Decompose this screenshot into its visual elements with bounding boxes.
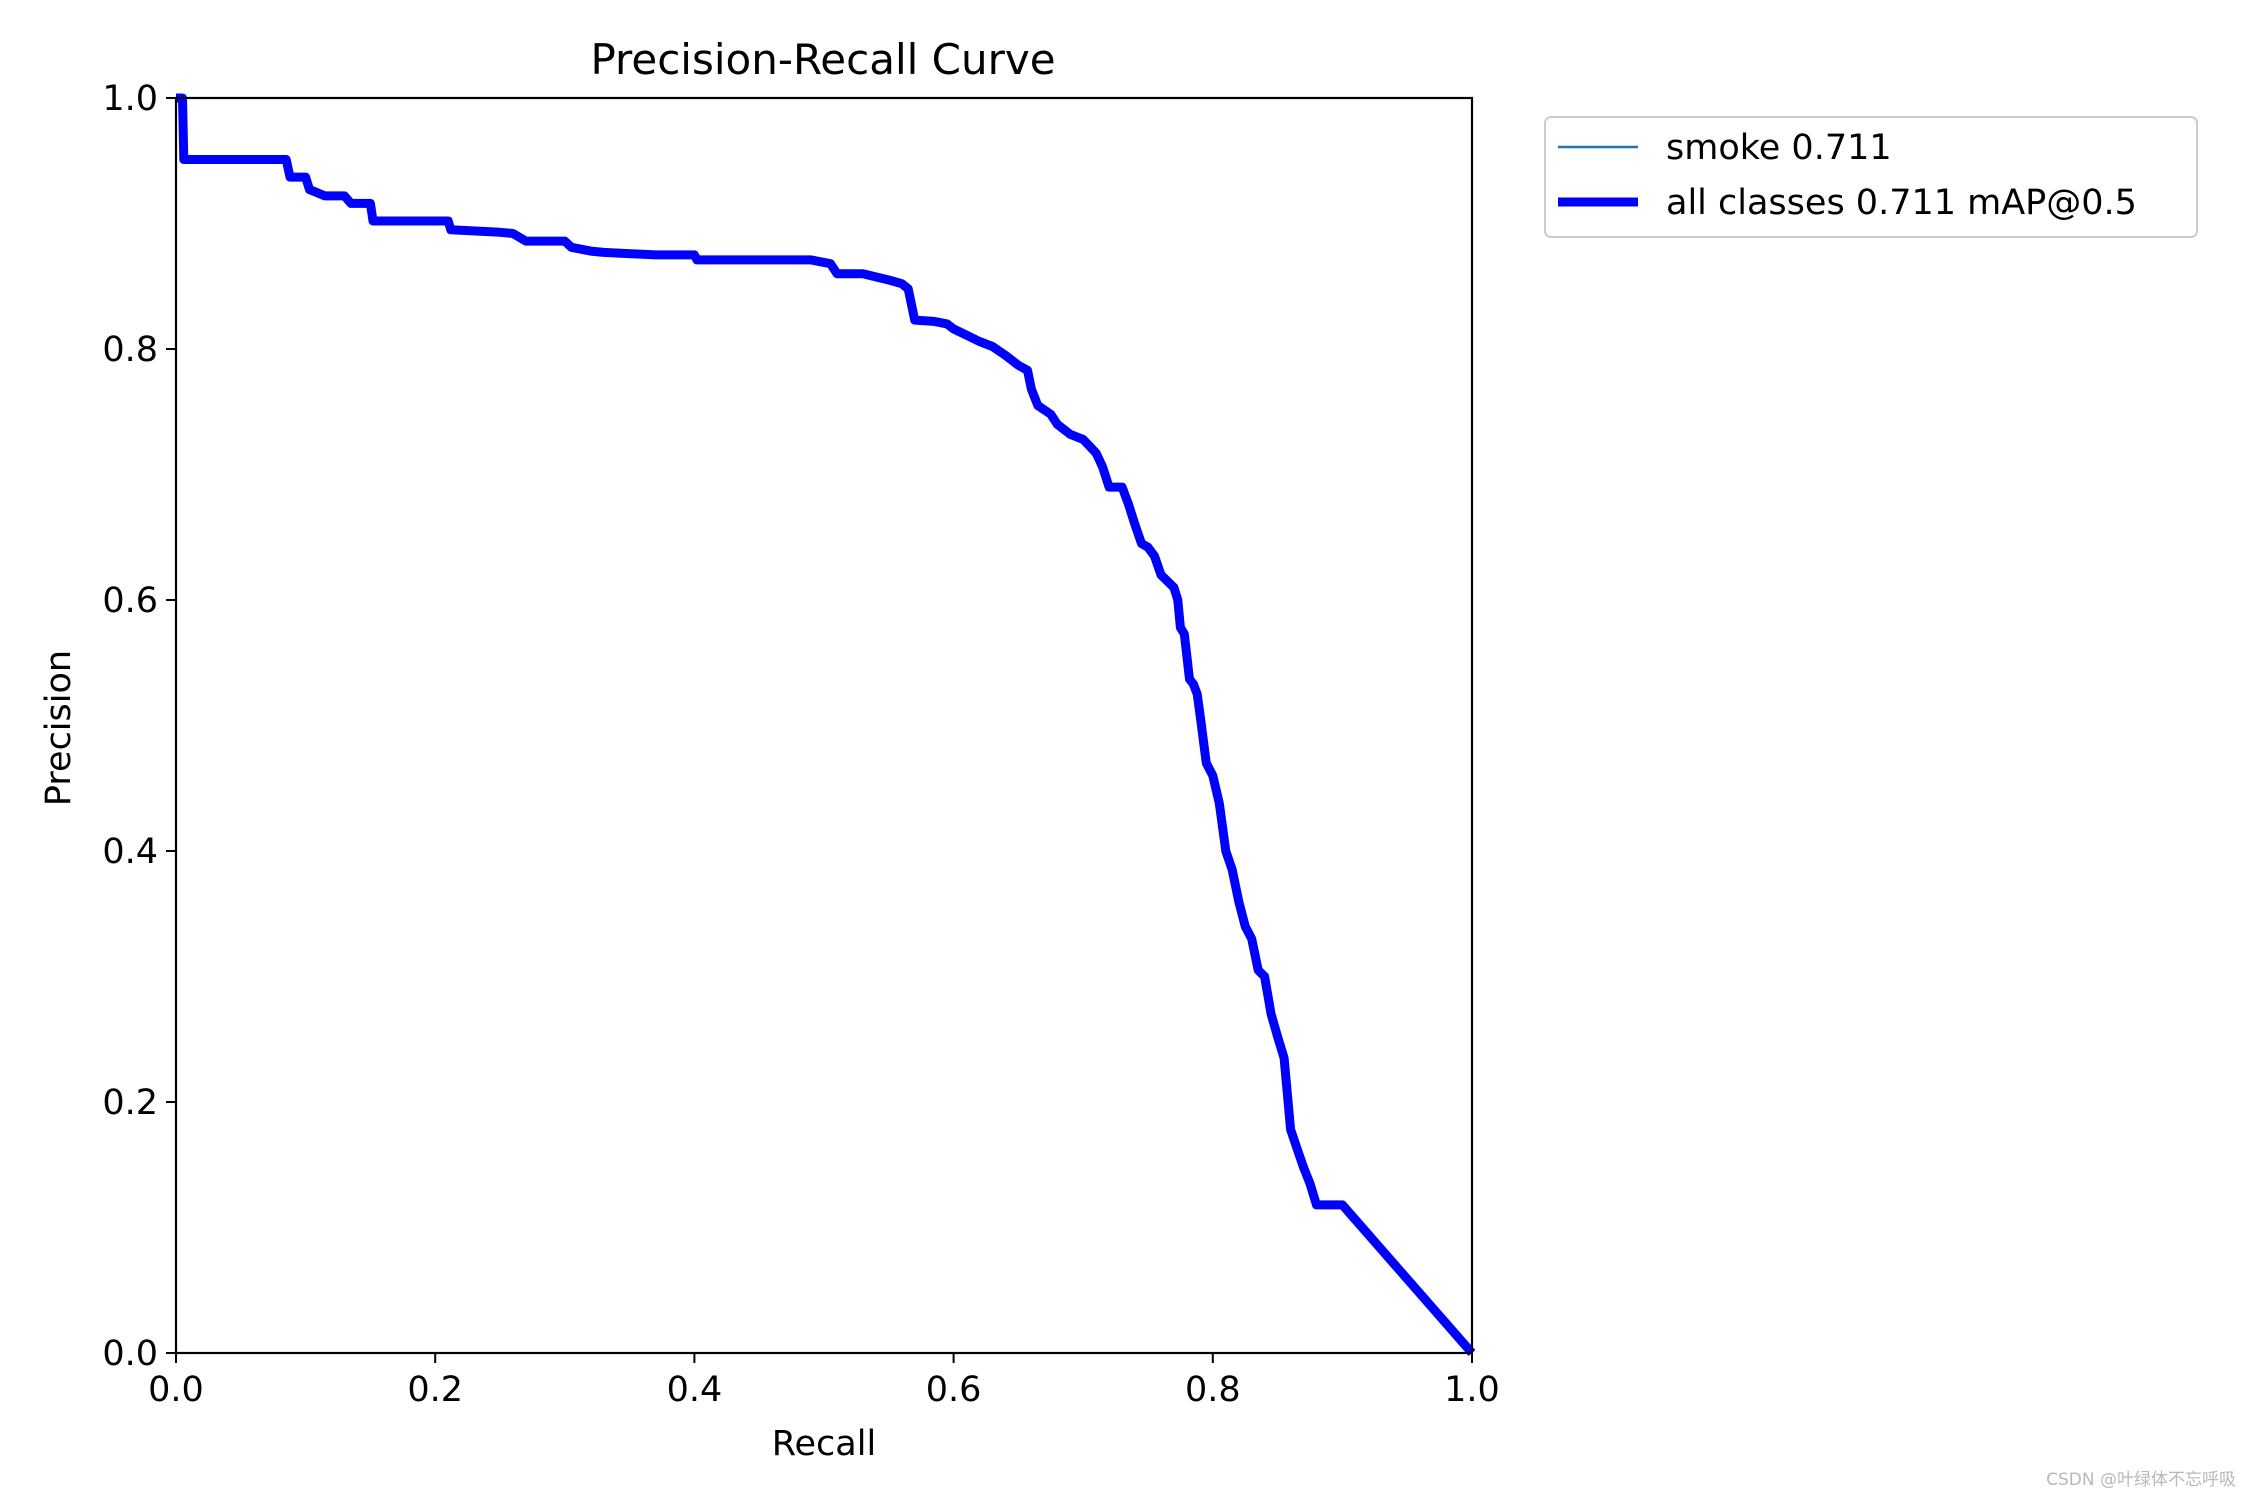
axis-ticks: 0.0 0.2 0.4 0.6 0.8 1.0 0.0 0.2 0.4 0.6 0.8 1.0	[102, 79, 1500, 1410]
x-tick-label: 0.4	[667, 1370, 723, 1410]
y-tick-label: 0.4	[102, 832, 158, 872]
legend: smoke 0.711 all classes 0.711 mAP@0.5	[1544, 116, 2198, 238]
plot-area	[176, 93, 1476, 1356]
y-tick-label: 0.0	[102, 1334, 158, 1374]
axes-frame	[174, 96, 1474, 1355]
legend-label-all-classes: all classes 0.711 mAP@0.5	[1666, 183, 2137, 223]
y-tick-label: 1.0	[102, 79, 158, 119]
legend-box	[1544, 116, 2198, 238]
x-tick-label: 0.6	[926, 1370, 982, 1410]
y-axis-label: Precision	[39, 650, 79, 806]
y-tick-label: 0.2	[102, 1083, 158, 1123]
y-tick-label: 0.8	[102, 330, 158, 370]
chart-title: Precision-Recall Curve	[590, 35, 1055, 84]
x-tick-label: 0.0	[148, 1370, 204, 1410]
x-axis-label: Recall	[772, 1424, 876, 1464]
x-tick-label: 0.8	[1185, 1370, 1241, 1410]
x-tick-label: 0.2	[407, 1370, 463, 1410]
y-tick-label: 0.6	[102, 581, 158, 621]
watermark-text: CSDN @叶绿体不忘呼吸	[2046, 1470, 2236, 1490]
x-tick-label: 1.0	[1444, 1370, 1500, 1410]
series-line-1	[176, 93, 1476, 1356]
legend-label-smoke: smoke 0.711	[1666, 128, 1892, 168]
